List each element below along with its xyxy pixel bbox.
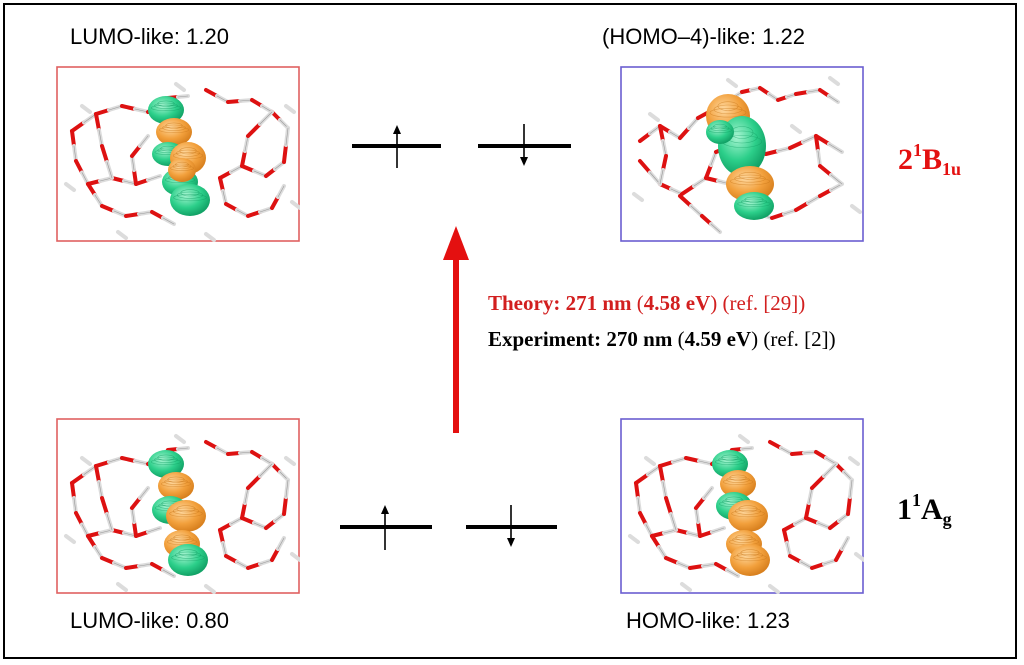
transition-arrow — [443, 226, 469, 433]
orbital-label-homo-ground: HOMO-like: 1.23 — [626, 608, 790, 633]
transition-experiment-line: Experiment: 270 nm (4.59 eV) (ref. [2]) — [488, 327, 836, 351]
orbital-label-homo4-excited: (HOMO–4)-like: 1.22 — [602, 24, 805, 49]
orbital-label-lumo-ground: LUMO-like: 0.80 — [70, 608, 229, 633]
molecule-image-homo4-excited — [620, 66, 864, 242]
molecule-image-homo-ground — [620, 418, 864, 594]
orbital-label-lumo-excited: LUMO-like: 1.20 — [70, 24, 229, 49]
energy-level-ground-alpha — [340, 505, 432, 550]
state-label-excited: 21B1u — [898, 140, 962, 179]
molecule-image-lumo-excited — [56, 66, 300, 242]
transition-theory-line: Theory: 271 nm (4.58 eV) (ref. [29]) — [488, 291, 806, 315]
energy-level-ground-beta — [466, 505, 557, 547]
energy-level-excited-alpha — [352, 125, 441, 168]
molecule-image-lumo-ground — [56, 418, 300, 594]
state-label-ground: 11Ag — [897, 490, 952, 529]
energy-level-excited-beta — [478, 124, 571, 166]
